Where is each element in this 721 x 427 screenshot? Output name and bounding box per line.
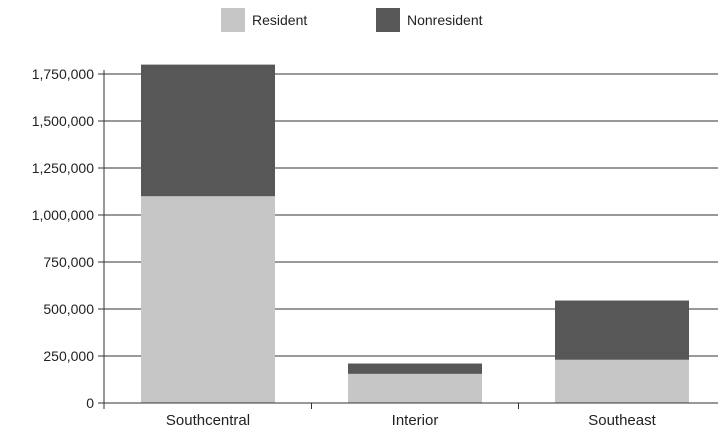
legend-swatch-resident: [221, 8, 245, 32]
y-tick-label: 750,000: [43, 254, 94, 270]
y-tick-label: 250,000: [43, 348, 94, 364]
x-tick-label: Southcentral: [166, 412, 250, 427]
axes: [103, 70, 718, 404]
x-axis-ticks: Southcentral Interior Southeast: [103, 403, 657, 427]
legend: Resident Nonresident: [221, 8, 483, 32]
x-tick-label: Southeast: [588, 412, 656, 427]
bar-resident-interior: [348, 373, 482, 403]
bar-nonresident-interior: [348, 363, 482, 374]
y-tick-label: 1,250,000: [32, 160, 94, 176]
x-tick-label: Interior: [392, 412, 439, 427]
y-tick-label: 500,000: [43, 301, 94, 317]
bar-nonresident-southeast: [555, 300, 689, 360]
bar-nonresident-southcentral: [141, 64, 275, 197]
y-tick-label: 1,500,000: [32, 113, 94, 129]
legend-label-resident: Resident: [252, 12, 307, 28]
y-tick-label: 1,750,000: [32, 66, 94, 82]
legend-swatch-nonresident: [376, 8, 400, 32]
legend-label-nonresident: Nonresident: [407, 12, 483, 28]
bars: [141, 64, 689, 403]
bar-resident-southeast: [555, 359, 689, 403]
y-tick-label: 0: [86, 395, 94, 411]
y-tick-label: 1,000,000: [32, 207, 94, 223]
bar-resident-southcentral: [141, 196, 275, 403]
y-axis-ticks: 0 250,000 500,000 750,000 1,000,000 1,250,000…: [32, 66, 104, 411]
